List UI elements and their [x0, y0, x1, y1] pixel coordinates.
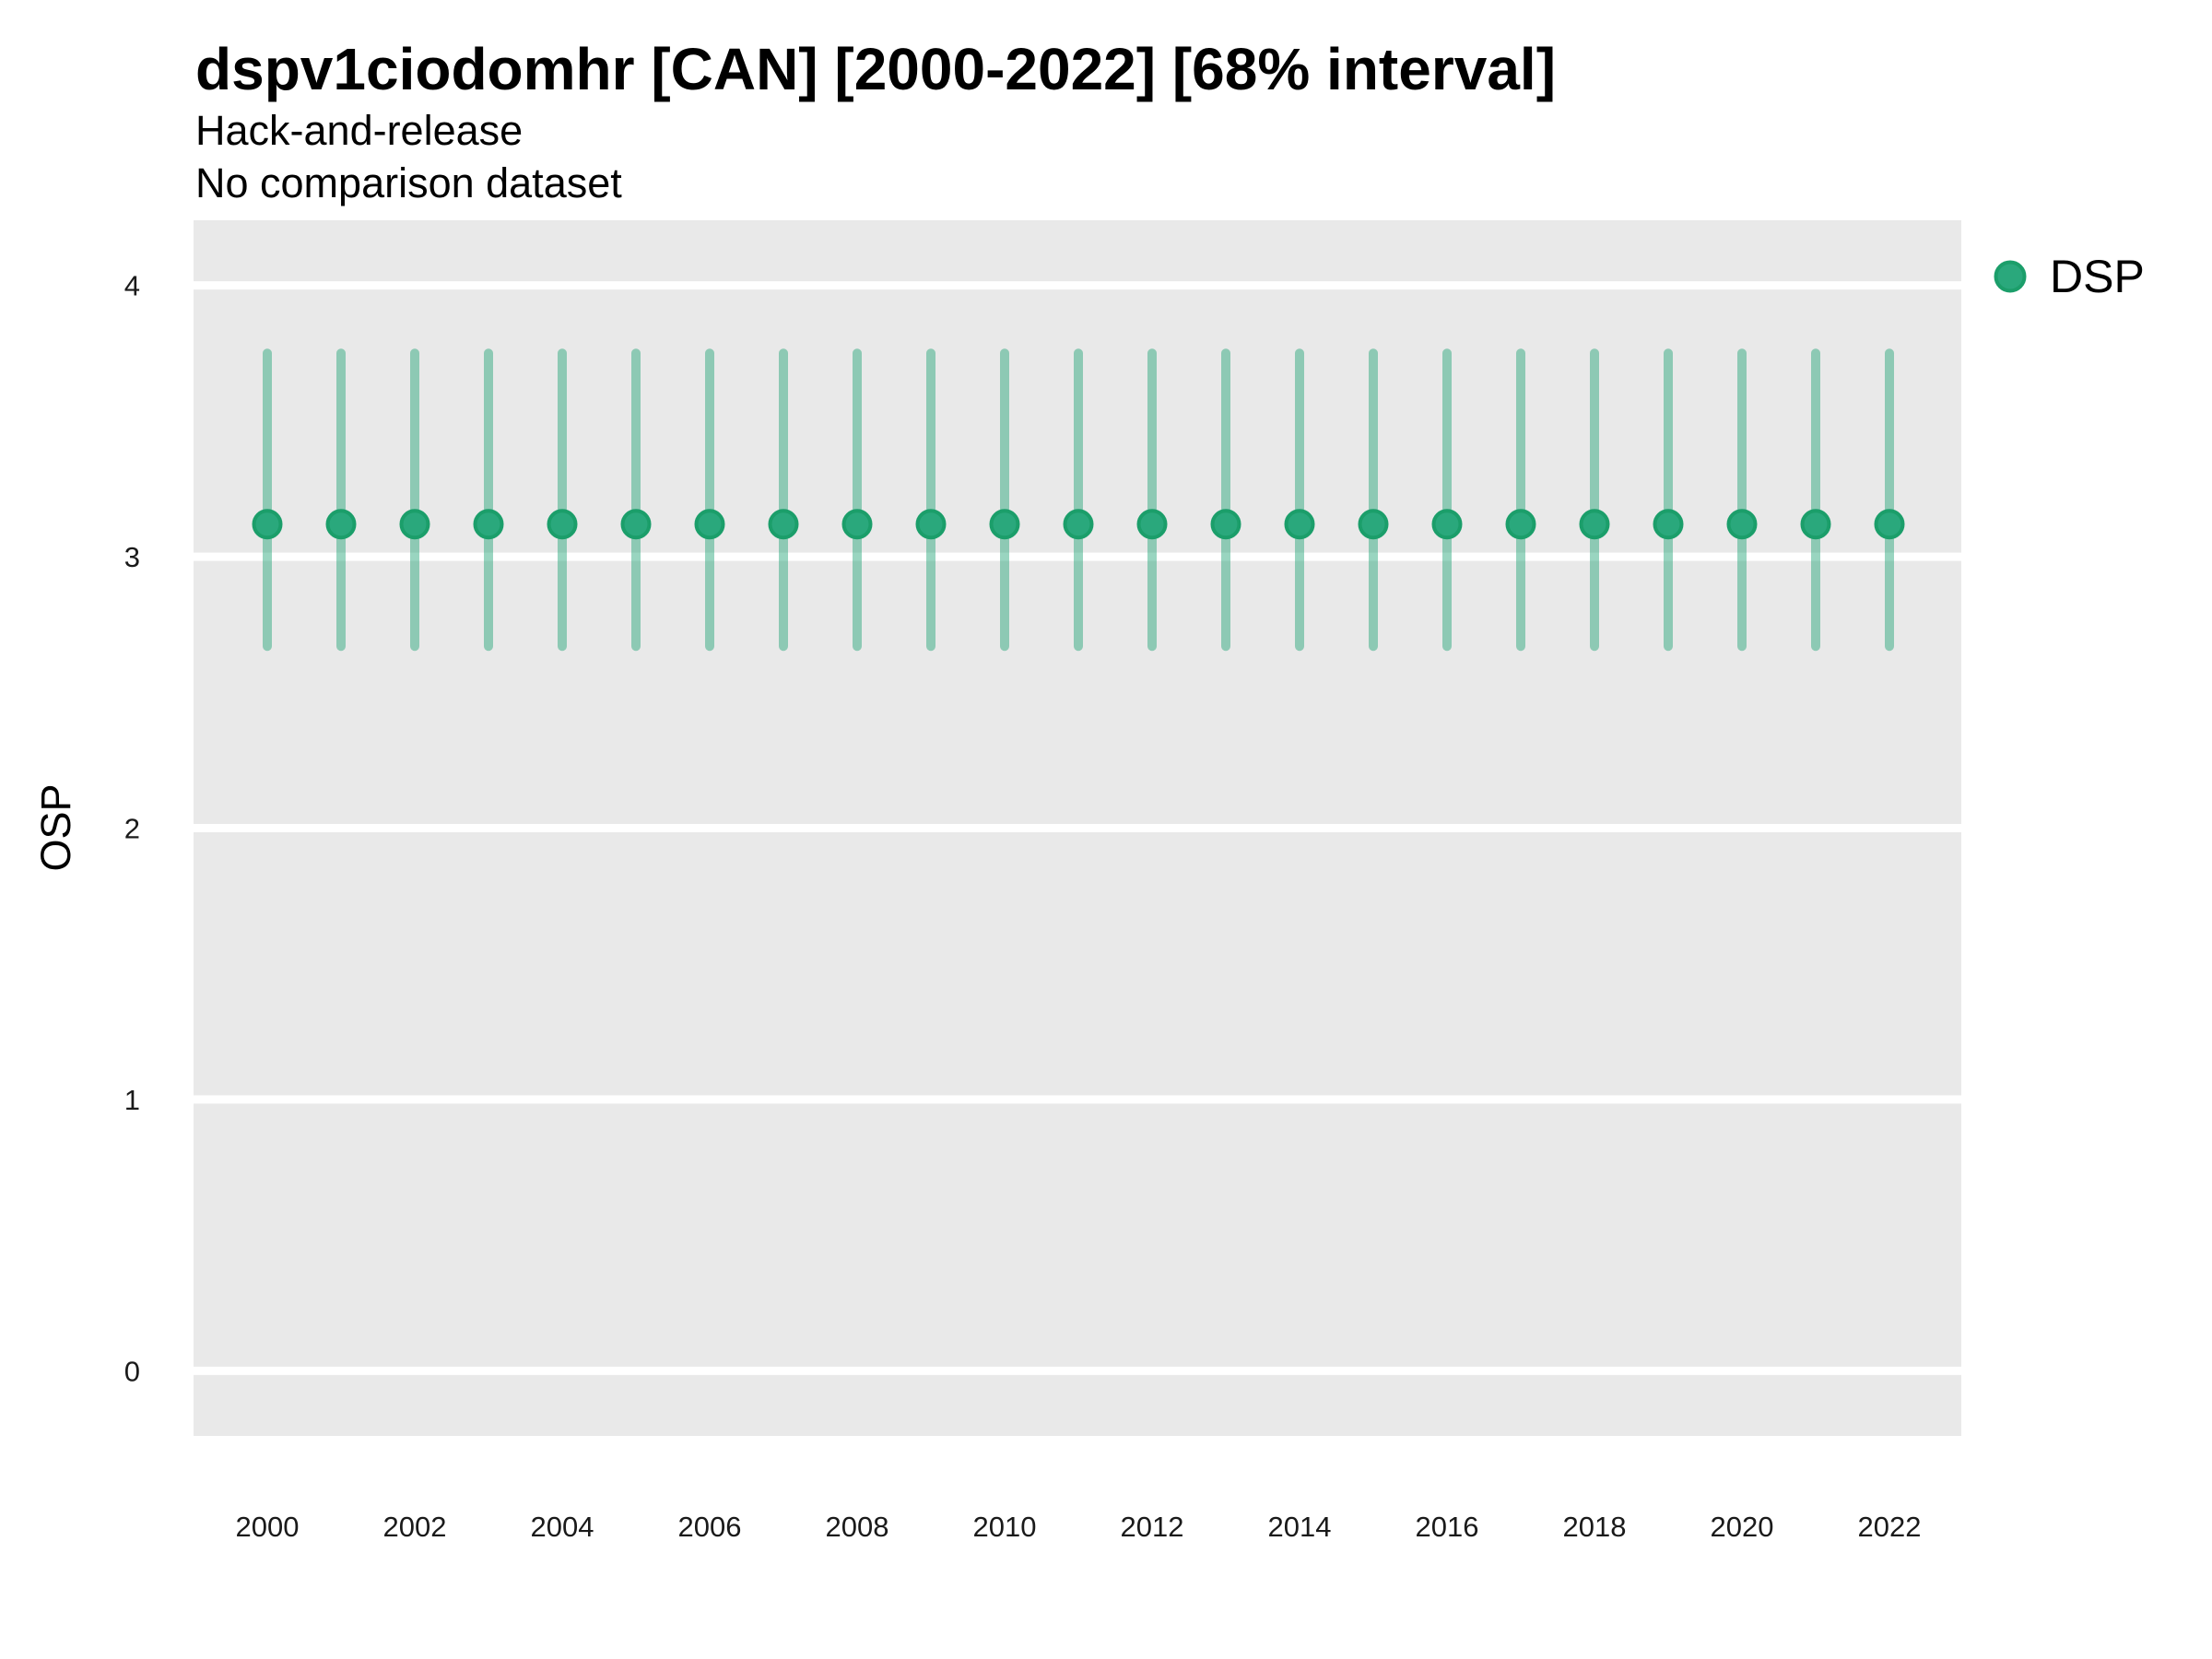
legend: DSP [1994, 251, 2145, 302]
errorbars-group [263, 348, 1894, 652]
data-point-2009 [915, 509, 947, 540]
x-tick-label-2020: 2020 [1711, 1511, 1774, 1543]
data-point-2004 [547, 509, 578, 540]
data-point-2002 [399, 509, 430, 540]
x-tick-label-2014: 2014 [1268, 1511, 1332, 1543]
data-point-2012 [1136, 509, 1168, 540]
legend-label-dsp: DSP [2050, 251, 2145, 302]
x-tick-label-2016: 2016 [1416, 1511, 1479, 1543]
y-tick-label-3: 3 [124, 541, 140, 573]
data-point-2016 [1431, 509, 1463, 540]
data-point-2019 [1653, 509, 1684, 540]
data-point-2005 [620, 509, 652, 540]
data-point-2008 [841, 509, 873, 540]
data-point-2018 [1579, 509, 1610, 540]
data-point-2000 [252, 509, 283, 540]
data-point-2015 [1358, 509, 1389, 540]
y-tick-label-0: 0 [124, 1355, 140, 1387]
data-point-2017 [1505, 509, 1536, 540]
y-axis-title: OSP [32, 783, 79, 871]
y-tick-label-4: 4 [124, 270, 140, 302]
data-point-2020 [1726, 509, 1758, 540]
chart-subtitle-line2: No comparison dataset [195, 159, 622, 206]
data-point-2006 [694, 509, 725, 540]
x-tick-label-2008: 2008 [826, 1511, 889, 1543]
legend-marker-dsp-icon [1994, 260, 2027, 293]
data-point-2003 [473, 509, 504, 540]
data-point-2007 [768, 509, 799, 540]
data-point-2014 [1284, 509, 1315, 540]
y-tick-labels-group: 4 3 2 1 0 [124, 270, 140, 1388]
x-tick-label-2002: 2002 [383, 1511, 447, 1543]
y-tick-label-2: 2 [124, 813, 140, 845]
x-tick-label-2018: 2018 [1563, 1511, 1627, 1543]
points-group [252, 509, 1905, 540]
x-tick-label-2012: 2012 [1121, 1511, 1184, 1543]
data-point-2021 [1800, 509, 1831, 540]
gridlines-group [194, 281, 1961, 1375]
x-tick-label-2010: 2010 [973, 1511, 1037, 1543]
data-point-2010 [989, 509, 1020, 540]
x-tick-label-2004: 2004 [531, 1511, 594, 1543]
x-tick-label-2022: 2022 [1858, 1511, 1922, 1543]
data-point-2011 [1063, 509, 1094, 540]
chart-subtitle-line1: Hack-and-release [195, 107, 523, 154]
data-point-2001 [325, 509, 357, 540]
data-point-2022 [1874, 509, 1905, 540]
x-tick-label-2000: 2000 [236, 1511, 300, 1543]
x-tick-labels-group: 2000 2002 2004 2006 2008 2010 2012 2014 2016 2018… [236, 1511, 1922, 1543]
x-tick-label-2006: 2006 [678, 1511, 742, 1543]
chart-title: dspv1ciodomhr [CAN] [2000-2022] [68% int… [195, 36, 1556, 102]
data-point-2013 [1210, 509, 1241, 540]
y-tick-label-1: 1 [124, 1084, 140, 1116]
